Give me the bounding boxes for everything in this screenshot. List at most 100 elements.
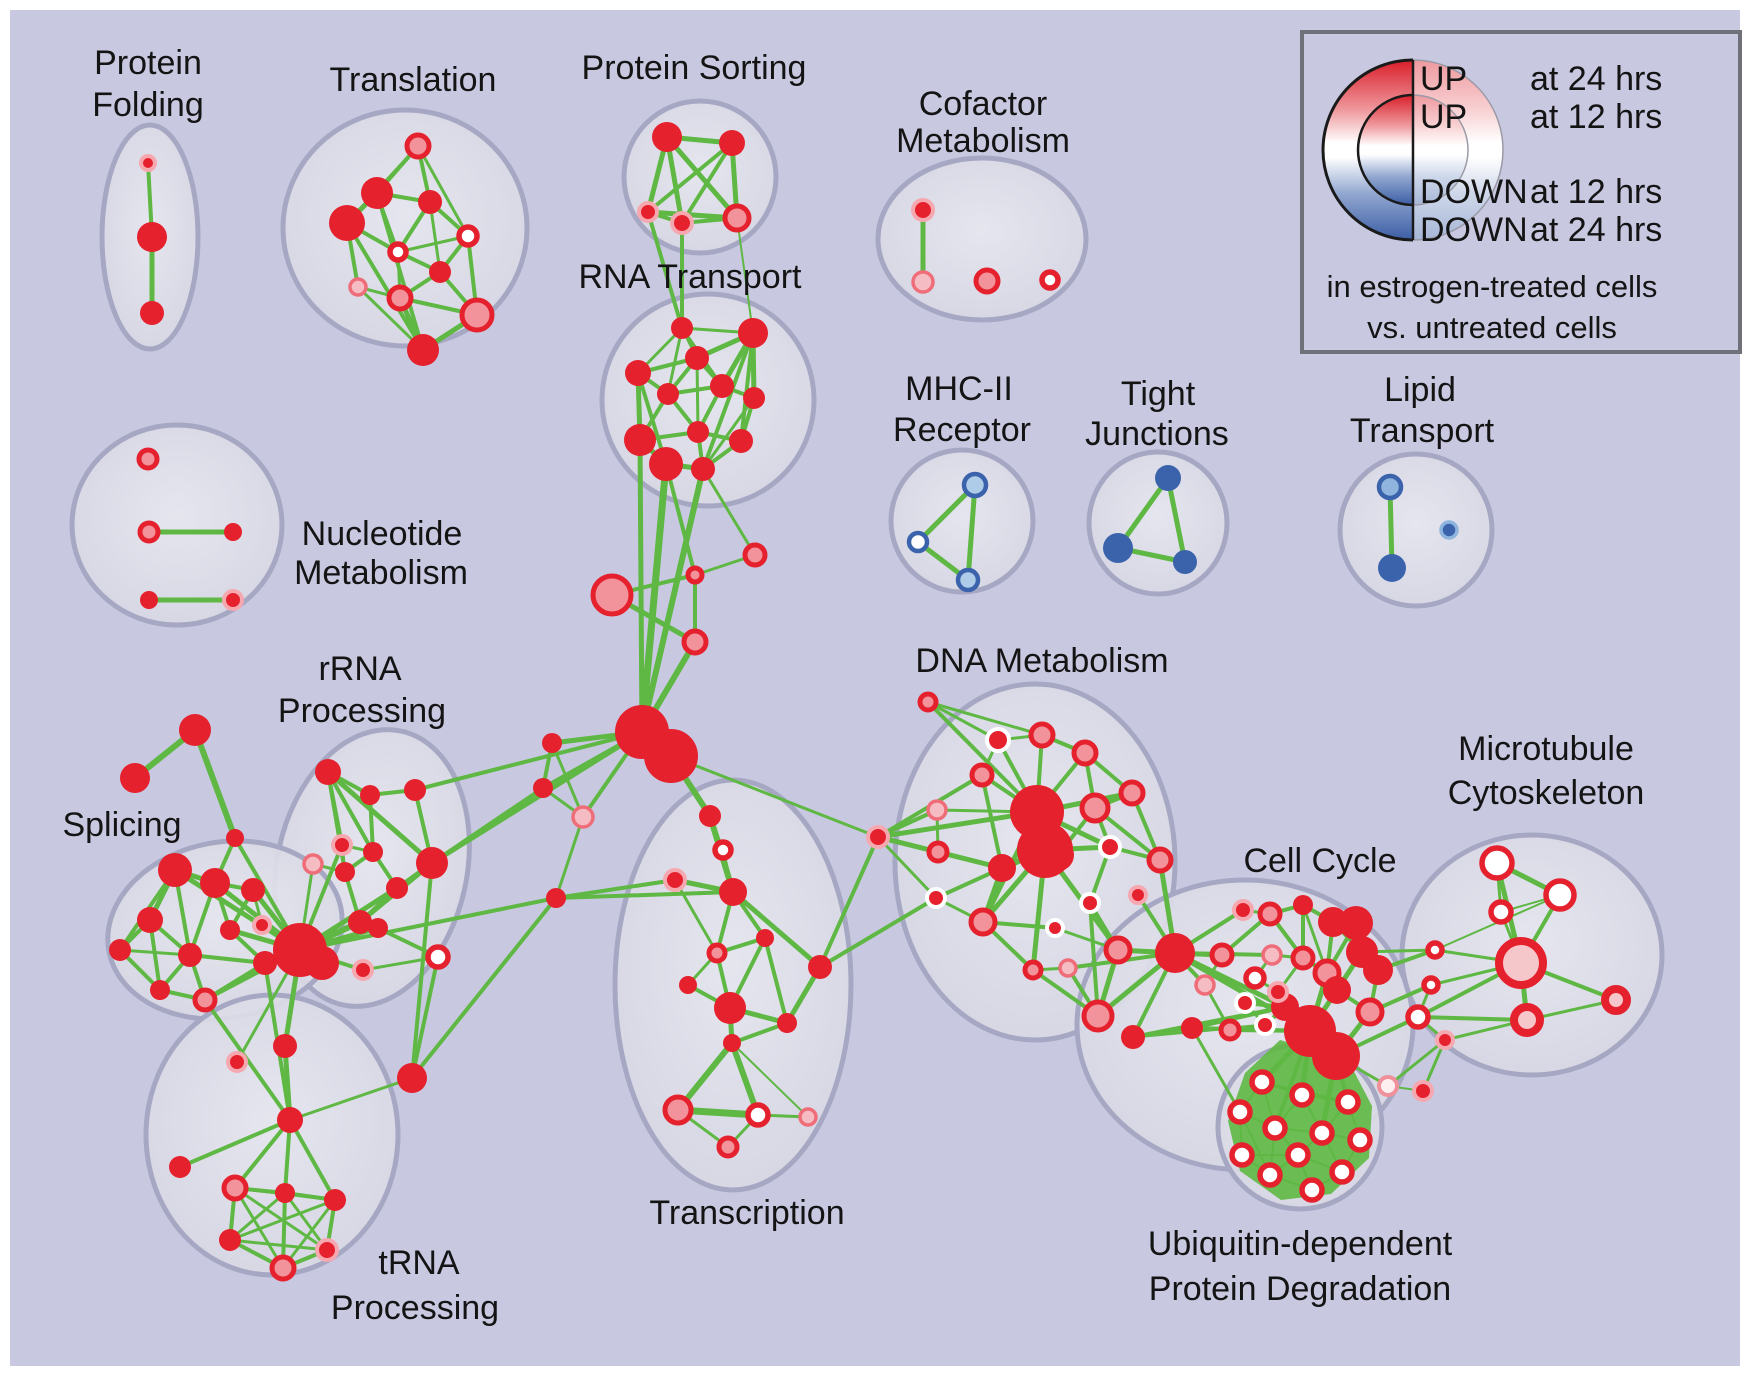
edge-rr0-rr6 xyxy=(326,770,375,854)
edge-g3-mid xyxy=(298,896,558,952)
node-hl1 xyxy=(542,733,562,753)
edge-tr11-tr13 xyxy=(729,1040,761,1118)
node-u1 xyxy=(1289,1082,1315,1108)
node-nc xyxy=(681,628,709,656)
node-d14 xyxy=(1045,918,1065,938)
edge-ps2-r0 xyxy=(646,210,684,330)
node-t1 xyxy=(361,177,393,209)
node-d13 xyxy=(968,907,998,937)
node-rr5 xyxy=(335,862,355,882)
node-rr8 xyxy=(416,847,448,879)
node-r9 xyxy=(729,429,753,453)
cluster-label-transcription: Transcription xyxy=(649,1194,844,1232)
cluster-label-rrna-processing-line2: Processing xyxy=(278,692,446,730)
node-cc19 xyxy=(1194,974,1216,996)
node-d4 xyxy=(1118,779,1146,807)
node-r4 xyxy=(710,374,734,398)
node-cf2 xyxy=(973,267,1001,295)
node-st2 xyxy=(120,763,150,793)
node-n3 xyxy=(140,591,158,609)
node-cc18 xyxy=(1209,942,1235,968)
cluster-label-cell-cycle: Cell Cycle xyxy=(1243,842,1396,880)
cluster-nucleotide-metabolism xyxy=(69,422,285,628)
edge-x3-x5 xyxy=(228,1238,329,1252)
node-u7 xyxy=(1229,1142,1255,1168)
node-up0 xyxy=(1377,1075,1399,1097)
cluster-label-mhc-ii-receptor-line2: Receptor xyxy=(893,411,1031,449)
edge-r1-r9 xyxy=(739,331,755,443)
node-cc12 xyxy=(1234,992,1256,1014)
node-ps0 xyxy=(652,122,682,152)
node-de0 xyxy=(1042,839,1074,871)
cluster-label-nucleotide-metabolism-line1: Nucleotide xyxy=(302,515,463,553)
cluster-label-ubiquitin-degradation-line2: Protein Degradation xyxy=(1149,1270,1451,1308)
edge-dn0-d0 xyxy=(926,700,1000,742)
node-m7 xyxy=(1510,1003,1544,1037)
edge-dn0-d1 xyxy=(926,700,1044,737)
edge-tr3-tr8 xyxy=(730,889,823,970)
node-d18 xyxy=(1081,999,1115,1033)
edge-x2-x4 xyxy=(281,1198,337,1270)
edge-sp5-sp7 xyxy=(188,953,267,965)
node-na xyxy=(685,565,705,585)
node-lp2 xyxy=(1439,520,1459,540)
edge-h-rr13 xyxy=(288,1076,414,1122)
node-de5 xyxy=(1128,885,1148,905)
cluster-label-trna-processing-line2: Processing xyxy=(331,1289,499,1327)
cluster-transcription xyxy=(612,777,854,1193)
node-d5 xyxy=(926,799,948,821)
node-tr5 xyxy=(756,929,774,947)
legend-inner-faded-half xyxy=(1413,95,1468,205)
cluster-label-nucleotide-metabolism-line2: Metabolism xyxy=(294,554,468,592)
edge-r11-g1 xyxy=(639,466,706,735)
node-cc0 xyxy=(1232,899,1254,921)
node-r0 xyxy=(671,317,693,339)
node-t6 xyxy=(429,261,451,283)
node-t8 xyxy=(386,284,414,312)
cluster-label-lipid-transport-line2: Transport xyxy=(1350,412,1495,450)
node-u0 xyxy=(1249,1069,1275,1095)
cluster-label-lipid-transport-line1: Lipid xyxy=(1384,371,1456,409)
legend-box xyxy=(1300,30,1742,354)
node-tj2 xyxy=(1173,550,1197,574)
edge-st1-st3 xyxy=(192,727,238,841)
edge-ps4-r1 xyxy=(736,217,754,334)
edge-t0-t5 xyxy=(416,144,470,238)
node-st3 xyxy=(226,829,244,847)
legend-direction-3: DOWN xyxy=(1420,211,1528,249)
node-tr0 xyxy=(699,805,721,827)
cluster-label-protein-sorting: Protein Sorting xyxy=(582,49,807,87)
node-rr1 xyxy=(360,785,380,805)
legend-direction-2: DOWN xyxy=(1420,173,1528,211)
edge-mid-tr2 xyxy=(554,878,677,900)
node-m3 xyxy=(1425,940,1445,960)
node-cc15 xyxy=(1363,955,1393,985)
edge-h-x2 xyxy=(288,1118,337,1202)
node-rr4 xyxy=(302,853,324,875)
node-m1 xyxy=(1543,878,1577,912)
node-tr11 xyxy=(723,1034,741,1052)
node-cf0 xyxy=(911,198,935,222)
legend-time-3: at 24 hrs xyxy=(1530,211,1662,249)
edge-r1-r11 xyxy=(701,331,755,471)
node-n2 xyxy=(224,523,242,541)
node-nb xyxy=(742,542,768,568)
node-tr1 xyxy=(712,839,734,861)
node-cc21 xyxy=(1355,997,1385,1027)
edge-hl3-mid xyxy=(554,815,585,900)
node-x1 xyxy=(275,1183,295,1203)
legend-direction-0: UP xyxy=(1420,60,1467,98)
node-ps2 xyxy=(637,201,659,223)
cluster-label-trna-processing-line1: tRNA xyxy=(378,1244,460,1282)
node-cc11 xyxy=(1323,976,1351,1004)
edge-tr8-dw xyxy=(818,835,880,969)
node-mid xyxy=(546,888,566,908)
node-rr3 xyxy=(331,834,353,856)
node-r11 xyxy=(691,457,715,481)
node-rr10 xyxy=(368,918,388,938)
node-sp8 xyxy=(150,980,170,1000)
node-dn0 xyxy=(917,691,939,713)
node-rr6 xyxy=(363,842,383,862)
legend-time-1: at 12 hrs xyxy=(1530,98,1662,136)
